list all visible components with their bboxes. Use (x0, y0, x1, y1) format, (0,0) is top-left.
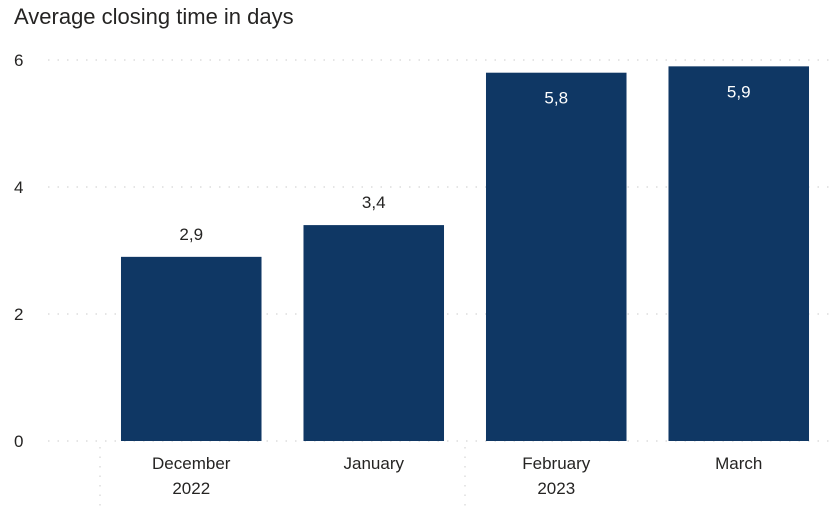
y-axis: 0 2 4 6 (14, 51, 23, 451)
x-tick-label: March (715, 454, 762, 473)
x-axis: December 2022 January February 2023 March (152, 454, 762, 498)
data-label: 5,8 (544, 89, 568, 108)
x-group-label: 2022 (172, 479, 210, 498)
x-tick-label: January (344, 454, 405, 473)
y-tick-label: 2 (14, 305, 23, 324)
bar-january[interactable] (303, 225, 445, 441)
bar-december[interactable] (120, 256, 262, 441)
data-label: 5,9 (727, 82, 751, 101)
y-tick-label: 0 (14, 432, 23, 451)
bar-february[interactable] (485, 72, 627, 441)
x-tick-label: December (152, 454, 231, 473)
bar-march[interactable] (668, 66, 810, 441)
bars (120, 66, 810, 441)
x-tick-label: February (522, 454, 591, 473)
data-label: 2,9 (179, 225, 203, 244)
data-label: 3,4 (362, 193, 386, 212)
data-labels: 2,9 3,4 5,8 5,9 (179, 82, 750, 244)
y-tick-label: 4 (14, 178, 23, 197)
y-tick-label: 6 (14, 51, 23, 70)
x-group-label: 2023 (537, 479, 575, 498)
chart-title: Average closing time in days (14, 4, 294, 29)
